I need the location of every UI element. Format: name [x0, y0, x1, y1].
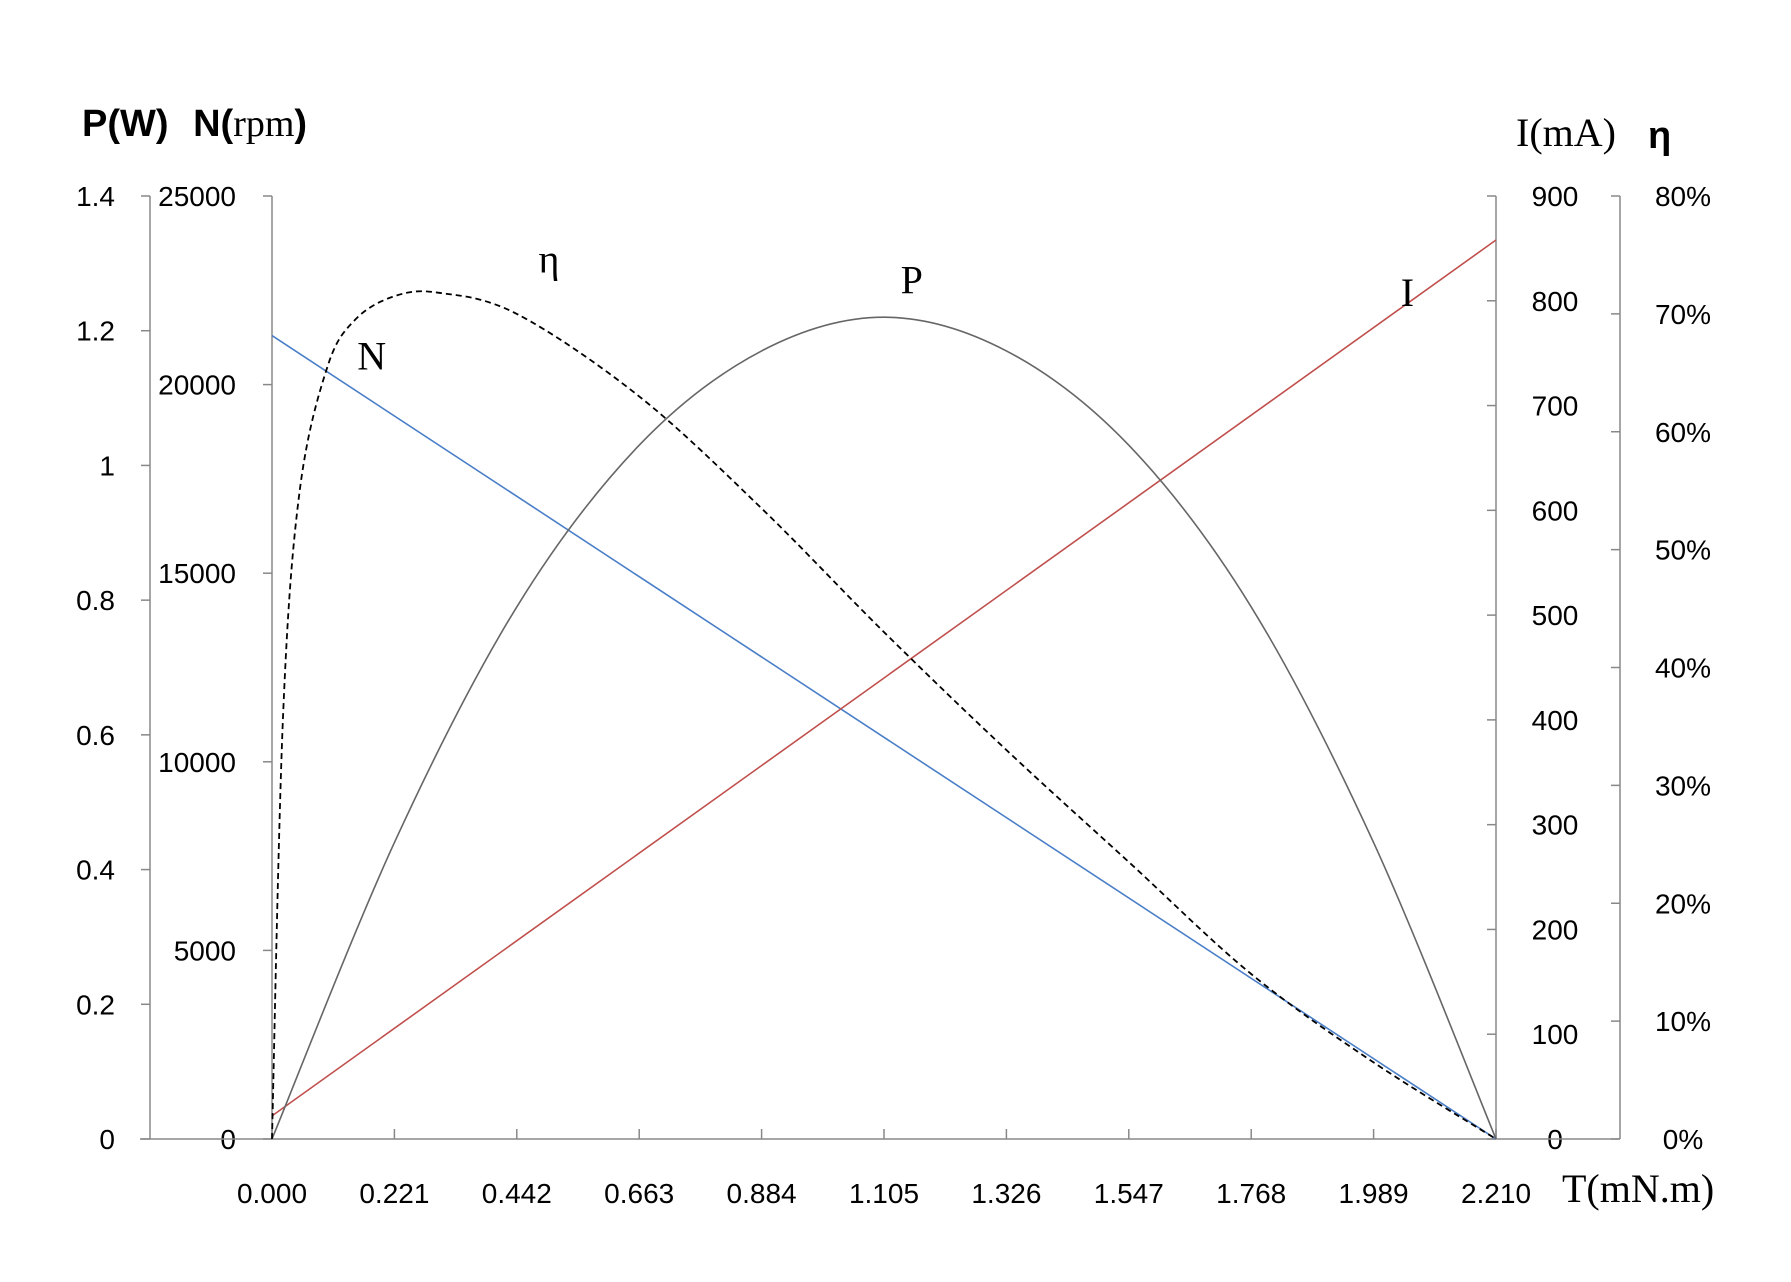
- I-tick-label: 600: [1532, 495, 1579, 526]
- x-tick-label: 0.884: [727, 1178, 797, 1209]
- x-tick-label: 1.547: [1094, 1178, 1164, 1209]
- power-curve-label: P: [901, 258, 923, 303]
- P-tick-label: 0.4: [76, 855, 115, 886]
- speed-axis-unit: rpm: [233, 103, 294, 145]
- I-tick-label: 300: [1532, 810, 1579, 841]
- I-tick-label: 100: [1532, 1019, 1579, 1050]
- annotations-group: η P N I: [357, 237, 1414, 379]
- efficiency-curve-label: η: [538, 237, 559, 282]
- efficiency-axis-title: η: [1648, 115, 1671, 157]
- I-tick-label: 500: [1532, 600, 1579, 631]
- left-axis-title: P(W) N(rpm): [82, 103, 307, 145]
- axes-group: 00.20.40.60.811.21.405000100001500020000…: [76, 181, 1711, 1209]
- speed-axis-label-suffix: ): [294, 103, 307, 145]
- P-tick-label: 0.8: [76, 585, 115, 616]
- N-tick-label: 5000: [174, 935, 236, 966]
- torque-axis-title: T(mN.m): [1562, 1166, 1714, 1211]
- x-tick-label: 1.768: [1216, 1178, 1286, 1209]
- P-tick-label: 1: [99, 450, 115, 481]
- series-group: [271, 239, 1497, 1140]
- eta-tick-label: 10%: [1655, 1006, 1711, 1037]
- I-tick-label: 900: [1532, 181, 1579, 212]
- eta-tick-label: 50%: [1655, 535, 1711, 566]
- I-tick-label: 200: [1532, 914, 1579, 945]
- eta-tick-label: 20%: [1655, 888, 1711, 919]
- eta-tick-label: 40%: [1655, 653, 1711, 684]
- N-tick-label: 15000: [158, 558, 236, 589]
- P-tick-label: 1.4: [76, 181, 115, 212]
- x-tick-label: 2.210: [1461, 1178, 1531, 1209]
- eta-tick-label: 60%: [1655, 417, 1711, 448]
- x-tick-label: 1.326: [971, 1178, 1041, 1209]
- current-axis-title: I(mA): [1516, 110, 1616, 155]
- P-tick-label: 0: [99, 1124, 115, 1155]
- x-tick-label: 0.442: [482, 1178, 552, 1209]
- N-tick-label: 20000: [158, 370, 236, 401]
- P-tick-label: 1.2: [76, 316, 115, 347]
- speed-curve-label: N: [357, 334, 386, 379]
- P-tick-label: 0.2: [76, 989, 115, 1020]
- speed-series-line: [271, 334, 1497, 1140]
- x-tick-label: 0.221: [359, 1178, 429, 1209]
- I-tick-label: 400: [1532, 705, 1579, 736]
- current-series-line: [271, 239, 1497, 1117]
- power-axis-label: P(W): [82, 103, 169, 145]
- eta-tick-label: 80%: [1655, 181, 1711, 212]
- power-series-line: [271, 316, 1497, 1140]
- eta-tick-label: 70%: [1655, 299, 1711, 330]
- N-tick-label: 25000: [158, 181, 236, 212]
- x-tick-label: 1.105: [849, 1178, 919, 1209]
- I-tick-label: 700: [1532, 391, 1579, 422]
- current-curve-label: I: [1401, 270, 1414, 315]
- speed-axis-label-prefix: N(: [193, 103, 233, 145]
- x-tick-label: 0.000: [237, 1178, 307, 1209]
- N-tick-label: 10000: [158, 747, 236, 778]
- eta-tick-label: 30%: [1655, 770, 1711, 801]
- x-tick-label: 1.989: [1339, 1178, 1409, 1209]
- I-tick-label: 800: [1532, 286, 1579, 317]
- P-tick-label: 0.6: [76, 720, 115, 751]
- eta-tick-label: 0%: [1663, 1124, 1703, 1155]
- x-tick-label: 0.663: [604, 1178, 674, 1209]
